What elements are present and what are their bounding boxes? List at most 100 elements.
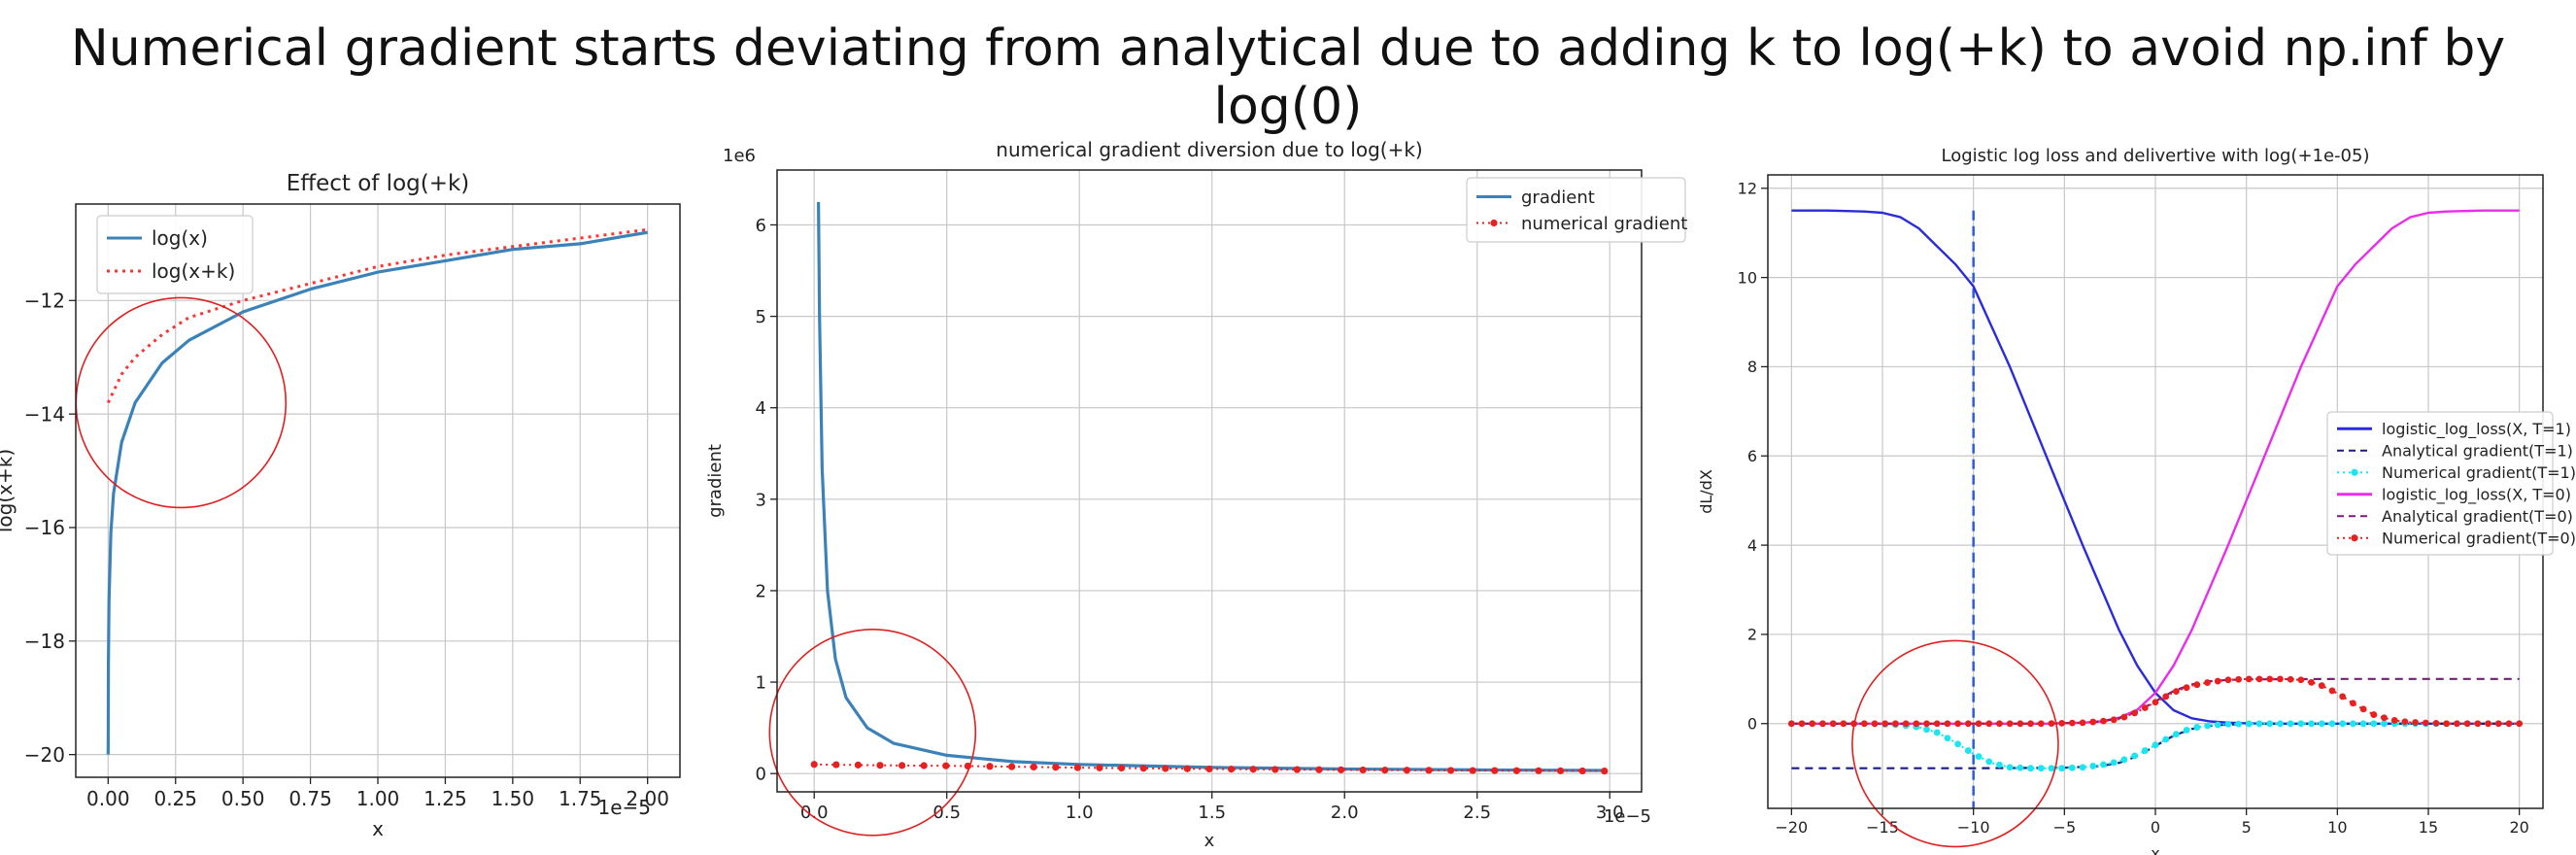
series-marker-2: [2183, 727, 2190, 734]
series-marker-5: [2027, 720, 2034, 728]
series-marker-1: [898, 762, 906, 770]
series-marker-5: [2454, 720, 2460, 728]
series-marker-2: [2100, 761, 2107, 769]
series-line-0: [106, 230, 648, 755]
legend-label: numerical gradient: [1521, 214, 1687, 234]
slide-title: Numerical gradient starts deviating from…: [70, 19, 2506, 136]
series-marker-2: [1933, 729, 1941, 736]
series-marker-5: [2412, 719, 2420, 726]
x-tick-label: 15: [2419, 818, 2438, 837]
series-marker-5: [2255, 675, 2263, 683]
legend-box: [1466, 177, 1686, 243]
series-marker-5: [2516, 720, 2524, 728]
series-marker-1: [1578, 767, 1586, 775]
series-marker-5: [2131, 709, 2138, 717]
y-tick-label: 4: [1747, 536, 1757, 555]
chart-title: numerical gradient diversion due to log(…: [996, 138, 1422, 161]
annotation-circle: [75, 296, 288, 509]
x-tick-label: −15: [1866, 818, 1899, 837]
series-marker-2: [2131, 752, 2138, 760]
series-marker-5: [2318, 682, 2325, 690]
series-marker-5: [1913, 720, 1920, 728]
series-marker-2: [2308, 720, 2315, 728]
series-marker-2: [2027, 765, 2034, 772]
series-marker-5: [1829, 720, 1837, 728]
legend-label: logistic_log_loss(X, T=1): [2382, 420, 2571, 439]
x-tick-label: −20: [1775, 818, 1808, 837]
y-tick-label: −12: [24, 290, 65, 313]
series-marker-2: [2162, 735, 2170, 743]
series-marker-2: [1923, 726, 1930, 734]
series-marker-5: [1819, 720, 1826, 728]
series-marker-5: [1809, 720, 1816, 728]
y-tick-label: −20: [24, 743, 65, 767]
series-marker-5: [2432, 719, 2440, 727]
series-marker-5: [1944, 720, 1951, 728]
x-tick-label: 1.50: [491, 787, 535, 810]
legend-marker: [1490, 219, 1498, 227]
y-tick-label: 2: [1747, 626, 1757, 644]
series-marker-2: [2339, 720, 2347, 728]
series-marker-1: [1535, 767, 1542, 774]
series-marker-5: [2120, 713, 2128, 721]
series-marker-1: [1381, 767, 1389, 774]
series-marker-5: [2141, 704, 2149, 711]
series-marker-1: [942, 762, 950, 770]
series-marker-2: [2370, 720, 2378, 728]
series-marker-5: [1787, 720, 1795, 728]
plot-area: [1787, 209, 2524, 808]
x-tick-label: 0: [2151, 818, 2160, 837]
x-tick-label: 10: [2327, 818, 2347, 837]
legend-label: gradient: [1521, 188, 1595, 208]
series-marker-1: [1315, 766, 1323, 773]
x-tick-label: 1.00: [356, 787, 400, 810]
x-axis-label: x: [372, 817, 384, 840]
series-marker-1: [1446, 767, 1455, 774]
series-marker-2: [1944, 735, 1951, 742]
series-marker-1: [1601, 767, 1609, 775]
y-tick-label: 3: [756, 490, 766, 510]
x-tick-label: 2.00: [626, 787, 669, 810]
series-marker-1: [1052, 764, 1060, 771]
y-tick-label: −16: [24, 516, 65, 539]
series-marker-5: [2048, 720, 2055, 728]
series-marker-2: [2318, 720, 2325, 728]
series-marker-5: [2224, 676, 2232, 684]
x-tick-label: 0.5: [932, 803, 961, 823]
x-tick-label: 0.25: [153, 787, 197, 810]
y-axis-label: gradient: [705, 444, 726, 518]
series-marker-2: [2297, 720, 2305, 728]
series-marker-5: [2287, 675, 2294, 683]
series-marker-5: [2474, 720, 2482, 728]
series-marker-5: [2494, 720, 2502, 728]
series-marker-5: [2162, 693, 2170, 701]
series-marker-5: [2370, 711, 2378, 718]
series-marker-2: [1985, 758, 1993, 766]
legend-marker: [2351, 534, 2358, 542]
series-marker-5: [2152, 699, 2159, 706]
chart-title: Logistic log loss and delivertive with l…: [1942, 146, 2370, 166]
x-tick-label: 1.75: [559, 787, 602, 810]
x-offset-label: 1e−5: [1604, 806, 1651, 827]
series-marker-5: [1923, 720, 1930, 728]
series-marker-2: [2235, 720, 2243, 728]
y-tick-label: 10: [1738, 268, 1757, 287]
series-marker-5: [2277, 675, 2284, 683]
legend-label: Numerical gradient(T=0): [2382, 530, 2576, 548]
series-marker-1: [920, 762, 928, 770]
y-tick-label: 0: [756, 765, 766, 785]
y-tick-label: 4: [756, 398, 766, 419]
series-marker-1: [876, 762, 884, 770]
x-tick-label: 0.50: [221, 787, 265, 810]
plot-area: [106, 227, 648, 755]
series-marker-2: [2359, 720, 2367, 728]
series-marker-1: [1162, 765, 1169, 772]
series-marker-1: [1227, 766, 1236, 773]
series-marker-1: [986, 763, 994, 770]
series-marker-2: [2017, 764, 2024, 771]
series-marker-1: [1293, 766, 1301, 773]
legend-label: Analytical gradient(T=1): [2382, 442, 2573, 461]
x-axis-label: x: [2151, 844, 2159, 855]
series-marker-5: [2401, 718, 2409, 726]
series-marker-2: [2224, 720, 2232, 728]
